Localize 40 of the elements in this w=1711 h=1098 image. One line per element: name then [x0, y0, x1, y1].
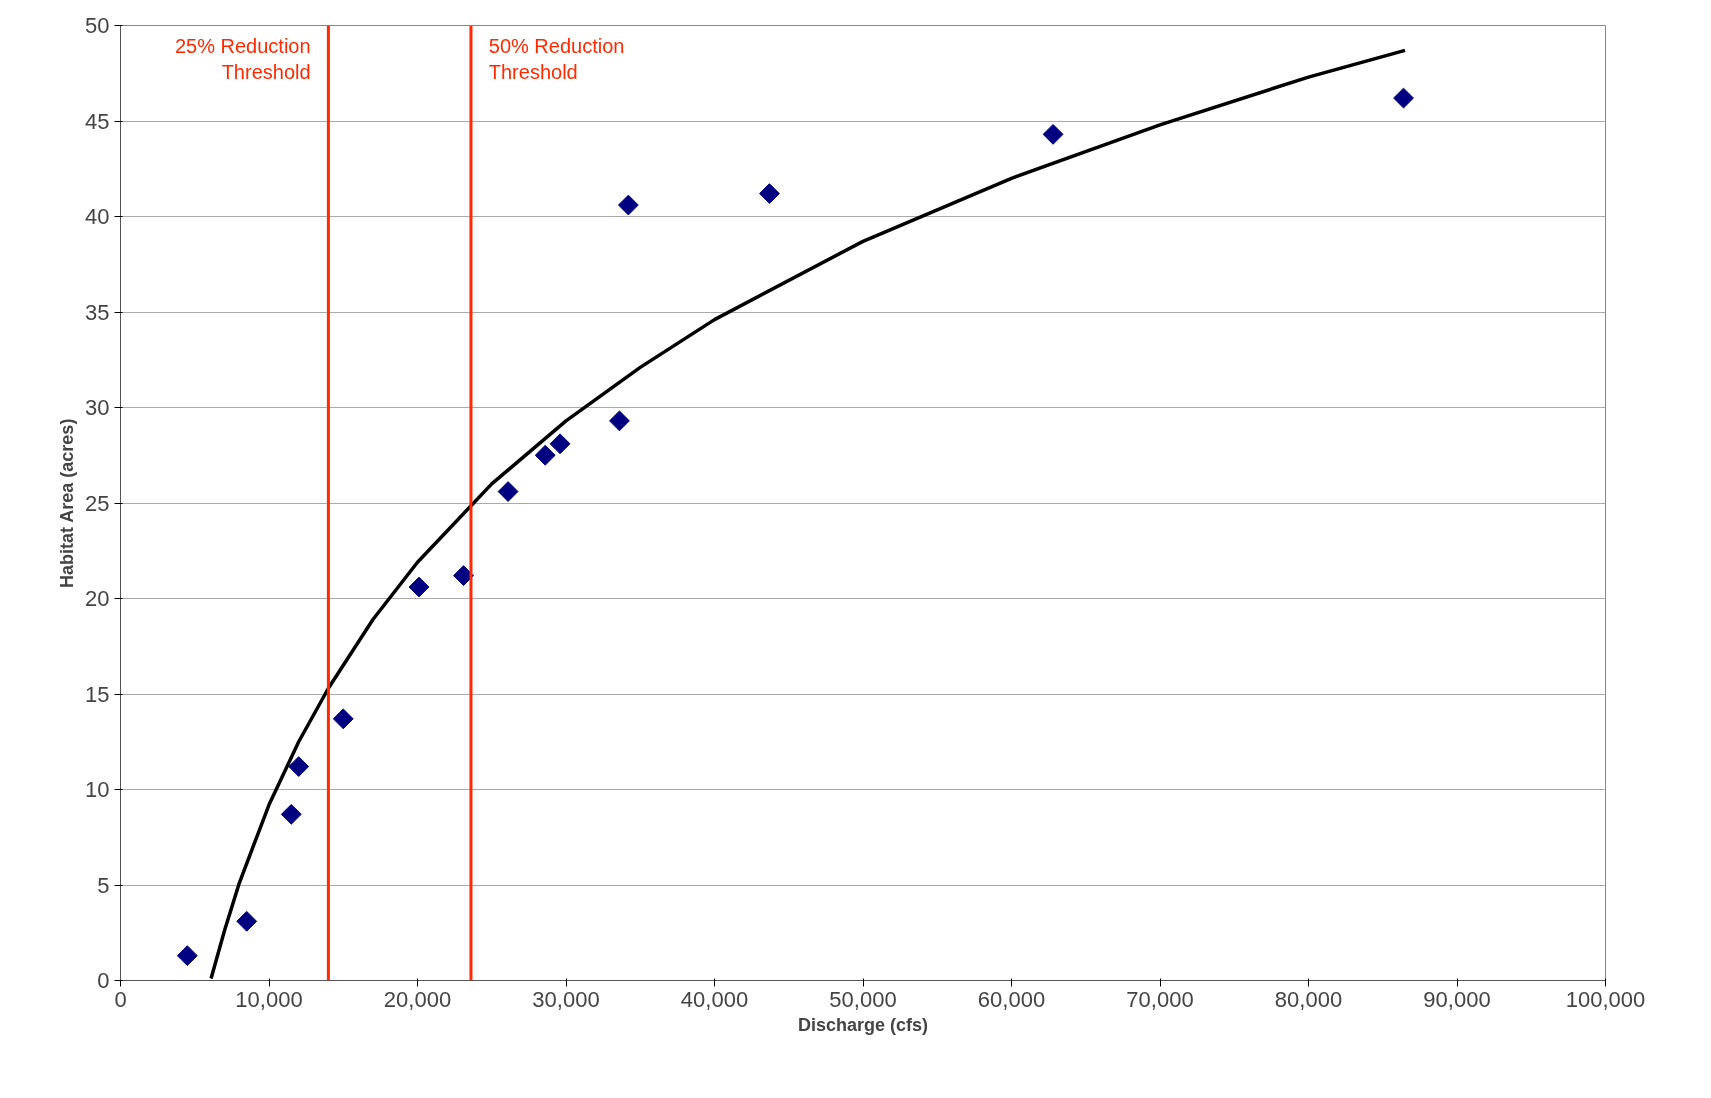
x-tick-label: 10,000: [235, 986, 303, 1012]
point: [408, 576, 430, 598]
point: [288, 756, 310, 777]
y-tick-label: 45: [85, 108, 110, 134]
point: [176, 945, 198, 967]
x-tick-label: 0: [114, 986, 127, 1012]
y-tick-label: 20: [85, 586, 110, 611]
point: [280, 803, 302, 825]
x-tick-label: 30,000: [532, 986, 600, 1012]
point: [759, 183, 780, 204]
x-tick-label: 90,000: [1423, 986, 1491, 1012]
x-tick-label: 40,000: [680, 986, 749, 1012]
point: [1042, 123, 1064, 145]
point: [549, 433, 571, 455]
x-tick-label: 60,000: [977, 986, 1046, 1012]
point: [534, 444, 556, 466]
y-tick-label: 10: [85, 777, 110, 802]
x-axis-title: Discharge (cfs): [797, 1014, 929, 1035]
y-tick-label: 40: [85, 204, 110, 229]
y-tick-label: 15: [85, 681, 110, 707]
point: [236, 910, 258, 932]
y-tick-label: 30: [85, 395, 110, 420]
y-tick-label: 25: [85, 490, 110, 516]
y-tick-label: 5: [97, 872, 110, 898]
y-tick-label: 50: [85, 13, 110, 38]
point: [617, 194, 639, 216]
point: [609, 410, 630, 432]
x-tick-label: 20,000: [383, 986, 452, 1012]
y-tick-label: 0: [97, 968, 110, 993]
point: [1393, 87, 1414, 109]
x-tick-label: 100,000: [1565, 986, 1646, 1012]
x-tick-label: 70,000: [1126, 986, 1194, 1012]
point: [497, 481, 519, 502]
ref-line-label: 50% Reduction Threshold: [488, 35, 625, 84]
y-axis-title: Habitat Area (acres): [57, 418, 78, 589]
x-tick-label: 80,000: [1274, 986, 1343, 1012]
x-tick-label: 50,000: [829, 986, 897, 1012]
ref-line-label: 25% Reduction Threshold: [174, 35, 311, 84]
point: [332, 708, 354, 730]
y-tick-label: 35: [85, 299, 110, 325]
